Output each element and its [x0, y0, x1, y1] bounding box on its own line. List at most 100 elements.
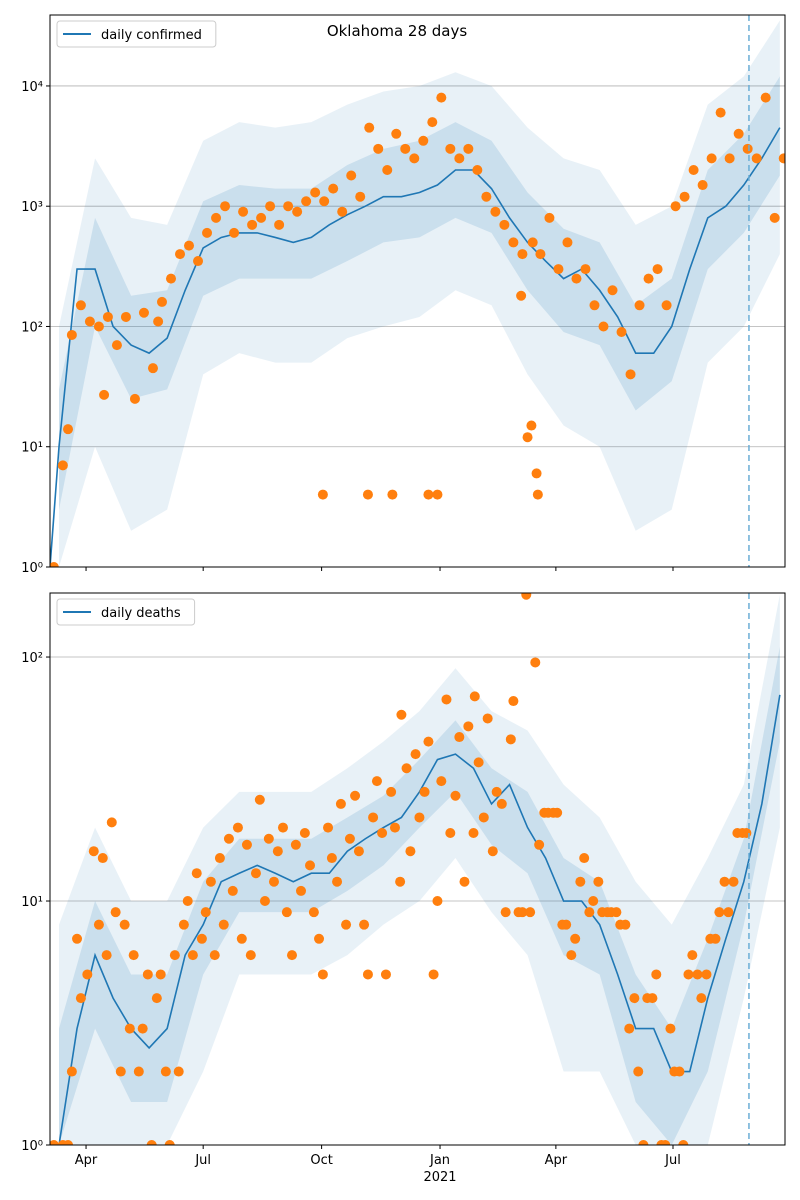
point: [696, 993, 707, 1004]
point: [598, 321, 609, 332]
point: [396, 709, 407, 720]
point: [314, 933, 325, 944]
point: [93, 321, 104, 332]
point: [629, 993, 640, 1004]
point: [187, 950, 198, 961]
point: [373, 143, 384, 154]
point: [386, 786, 397, 797]
point: [193, 256, 204, 267]
point: [200, 907, 211, 918]
point: [245, 950, 256, 961]
point: [191, 868, 202, 879]
point: [436, 776, 447, 787]
point: [99, 389, 110, 400]
point: [423, 489, 434, 500]
point: [454, 153, 465, 164]
point: [661, 300, 672, 311]
point: [634, 300, 645, 311]
point: [368, 812, 379, 823]
x-tick-label: Jan: [429, 1153, 450, 1168]
point: [469, 691, 480, 702]
point: [496, 798, 507, 809]
point: [534, 839, 545, 850]
point: [522, 432, 533, 443]
point: [611, 907, 622, 918]
point: [482, 713, 493, 724]
point: [362, 969, 373, 980]
point: [254, 794, 265, 805]
point: [66, 329, 77, 340]
point: [355, 191, 366, 202]
point: [701, 969, 712, 980]
point: [505, 734, 516, 745]
point: [742, 143, 753, 154]
point: [256, 212, 267, 223]
point: [57, 460, 68, 471]
point: [165, 273, 176, 284]
point: [490, 206, 501, 217]
point: [491, 786, 502, 797]
point: [454, 732, 465, 743]
panel: 10⁰ 10¹ 10² Apr Jul Oct Jan 2021 Apr Jul daily dea…: [21, 592, 786, 1185]
point: [478, 812, 489, 823]
point: [137, 1023, 148, 1034]
point: [319, 196, 330, 207]
point: [652, 264, 663, 275]
point: [531, 468, 542, 479]
point: [97, 853, 108, 864]
point: [535, 249, 546, 260]
point: [575, 876, 586, 887]
point: [670, 201, 681, 212]
point: [419, 786, 430, 797]
point: [50, 1140, 59, 1145]
point: [418, 135, 429, 146]
point: [436, 92, 447, 103]
point: [651, 969, 662, 980]
point: [317, 969, 328, 980]
point: [432, 489, 443, 500]
point: [50, 562, 59, 567]
point: [432, 896, 443, 907]
point: [409, 153, 420, 164]
point: [638, 1140, 649, 1145]
point: [350, 790, 361, 801]
point: [268, 876, 279, 887]
point: [214, 853, 225, 864]
x-tick-label: Apr: [545, 1153, 568, 1168]
point: [544, 212, 555, 223]
point: [129, 393, 140, 404]
point: [84, 316, 95, 327]
point: [588, 896, 599, 907]
point: [616, 326, 627, 337]
point: [380, 969, 391, 980]
point: [624, 1023, 635, 1034]
point: [160, 1066, 171, 1077]
point: [323, 822, 334, 833]
point: [760, 92, 771, 103]
point: [184, 240, 195, 251]
point: [723, 907, 734, 918]
point: [263, 833, 274, 844]
point: [250, 868, 261, 879]
point: [395, 876, 406, 887]
point: [344, 833, 355, 844]
point: [389, 822, 400, 833]
point: [155, 969, 166, 980]
point: [296, 885, 307, 896]
point: [133, 1066, 144, 1077]
point: [687, 950, 698, 961]
point: [241, 839, 252, 850]
point: [719, 876, 730, 887]
point: [63, 1140, 74, 1145]
line: [50, 694, 781, 1145]
point: [751, 153, 762, 164]
point: [151, 993, 162, 1004]
band: [59, 646, 780, 1145]
point: [178, 919, 189, 930]
point: [308, 907, 319, 918]
point: [75, 993, 86, 1004]
point: [337, 206, 348, 217]
point: [387, 489, 398, 500]
x-tick-label: Oct: [310, 1153, 332, 1168]
point: [401, 763, 412, 774]
